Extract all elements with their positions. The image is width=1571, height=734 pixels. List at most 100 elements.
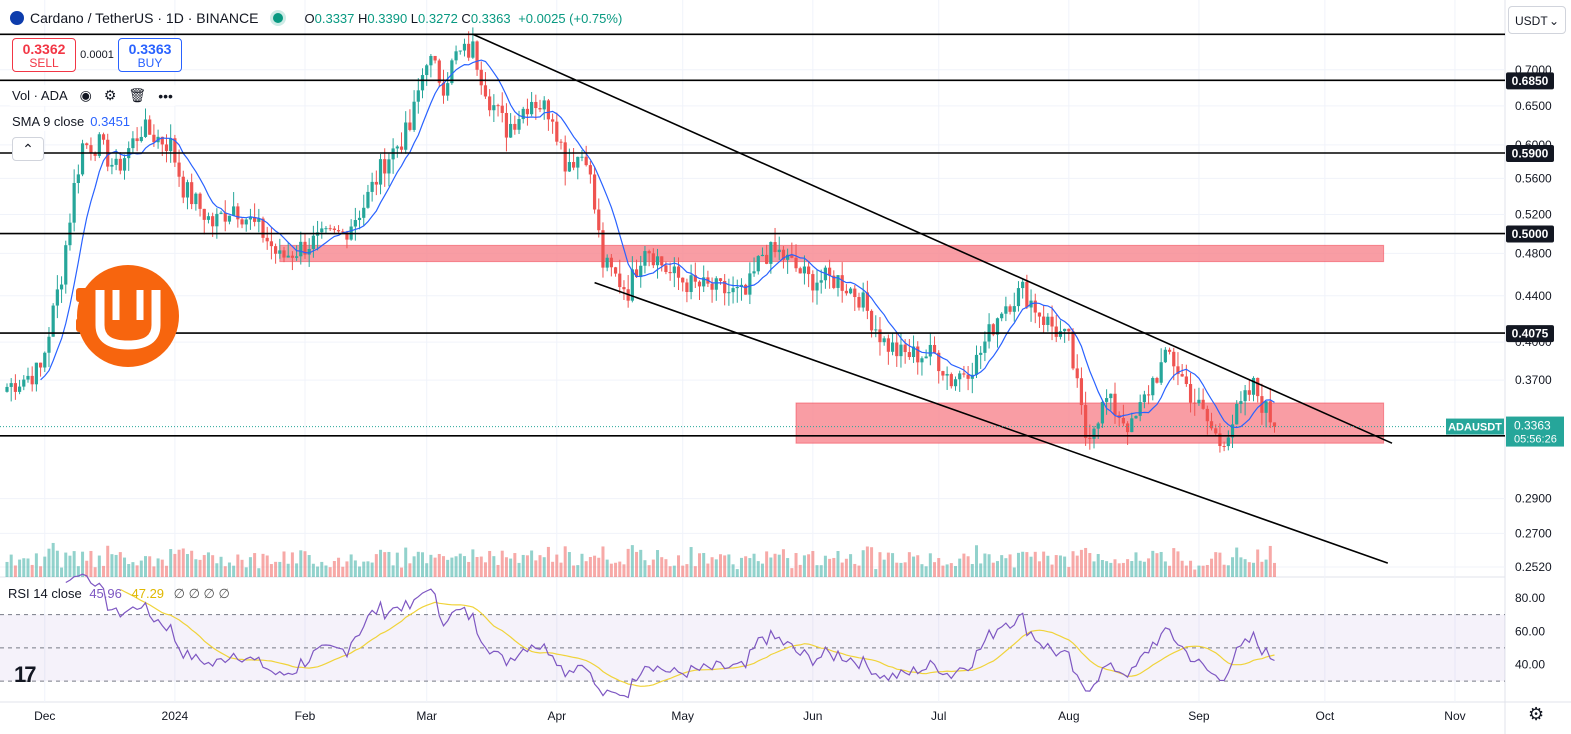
- volume-bar: [664, 559, 668, 577]
- candle-body: [765, 254, 769, 264]
- candle-body: [101, 134, 106, 140]
- trash-icon[interactable]: 🗑: [128, 87, 147, 103]
- candle-body: [769, 242, 773, 264]
- trendline: [472, 33, 1393, 444]
- volume-bar: [1109, 562, 1113, 577]
- candle-body: [1050, 316, 1054, 327]
- volume-bar: [1033, 551, 1037, 577]
- volume-bar: [278, 561, 282, 577]
- candle-body: [194, 193, 198, 205]
- volume-bar: [1214, 552, 1218, 577]
- volume-bar: [223, 566, 227, 577]
- settings-gear-icon[interactable]: ⚙: [1528, 704, 1545, 724]
- volume-bar: [18, 559, 22, 577]
- candle-body: [1100, 401, 1105, 424]
- sell-button[interactable]: 0.3362 SELL: [12, 38, 76, 72]
- settings-icon[interactable]: ⚙: [103, 87, 117, 103]
- currency-select[interactable]: USDT ⌄: [1508, 6, 1566, 34]
- candle-body: [160, 136, 164, 145]
- candle-body: [509, 123, 513, 138]
- candle-body: [865, 292, 869, 311]
- volume-bar: [379, 549, 383, 577]
- candle-body: [17, 386, 22, 392]
- volume-bar: [769, 557, 773, 577]
- volume-bar: [450, 557, 454, 577]
- rsi-indicator-legend[interactable]: RSI 14 close 45.96 47.29 ∅ ∅ ∅ ∅: [8, 586, 230, 601]
- volume-bar: [668, 566, 672, 577]
- volume-bar: [752, 553, 756, 577]
- volume-bar: [895, 562, 899, 577]
- volume-bar: [958, 558, 962, 577]
- collapse-legend-button[interactable]: ⌃: [12, 137, 44, 161]
- candle-body: [1134, 415, 1138, 419]
- volume-bar: [1172, 548, 1176, 577]
- candle-body: [479, 69, 483, 86]
- volume-bar: [248, 557, 252, 577]
- candle-body: [1125, 423, 1130, 433]
- symbol-title[interactable]: Cardano / TetherUS · 1D · BINANCE: [30, 10, 259, 26]
- volume-bar: [156, 558, 160, 577]
- volume-bar: [475, 556, 479, 577]
- volume-bar: [1096, 554, 1100, 577]
- candle-body: [198, 193, 202, 209]
- logo-mark: [95, 290, 161, 350]
- candle-body: [668, 272, 672, 274]
- volume-bar: [1176, 551, 1180, 577]
- buy-button[interactable]: 0.3363 BUY: [118, 38, 182, 72]
- volume-bar: [660, 557, 664, 577]
- volume-bar: [807, 554, 811, 577]
- volume-bar: [542, 557, 546, 577]
- volume-bar: [232, 565, 236, 577]
- rsi-tick-label: 40.00: [1515, 658, 1545, 672]
- eye-icon[interactable]: ◉: [79, 87, 92, 103]
- volume-indicator-legend[interactable]: Vol · ADA ◉ ⚙ 🗑 •••: [8, 85, 177, 106]
- time-tick-label: Apr: [547, 709, 566, 723]
- candle-body: [248, 217, 253, 220]
- candle-body: [483, 85, 488, 97]
- trade-panel: 0.3362 SELL 0.0001 0.3363 BUY: [12, 38, 182, 72]
- candle-body: [1016, 288, 1021, 307]
- volume-bar: [1012, 567, 1016, 577]
- sma-indicator-legend[interactable]: SMA 9 close 0.3451: [8, 112, 135, 131]
- volume-bar: [227, 562, 231, 577]
- volume-bar: [580, 553, 584, 577]
- volume-bar: [68, 555, 72, 577]
- volume-bar: [72, 551, 76, 577]
- candle-body: [1046, 316, 1050, 325]
- candle-body: [714, 278, 718, 290]
- more-icon[interactable]: •••: [158, 87, 173, 104]
- candle-body: [949, 374, 953, 387]
- candle-body: [1230, 424, 1235, 438]
- candle-body: [588, 165, 592, 175]
- countdown-label: 05:56:26: [1514, 434, 1557, 446]
- candle-body: [530, 101, 534, 115]
- candle-body: [576, 156, 580, 168]
- price-tick-label: 0.5600: [1515, 171, 1552, 185]
- volume-bar: [559, 562, 563, 577]
- candle-body: [639, 265, 643, 278]
- candle-body: [311, 235, 315, 250]
- time-tick-label: Oct: [1316, 709, 1335, 723]
- volume-bar: [85, 560, 89, 577]
- volume-bar: [316, 566, 320, 577]
- volume-bar: [454, 556, 458, 577]
- volume-bar: [1235, 547, 1239, 577]
- exchange-logo-watermark: [76, 265, 179, 367]
- candle-body: [30, 375, 34, 385]
- volume-bar: [983, 553, 987, 577]
- candle-body: [408, 122, 412, 130]
- volume-bar: [1105, 561, 1109, 577]
- volume-bar: [64, 552, 68, 577]
- candle-body: [1058, 331, 1063, 337]
- volume-bar: [1058, 555, 1062, 577]
- volume-bar: [781, 549, 785, 577]
- candle-body: [710, 283, 714, 290]
- volume-bar: [366, 561, 370, 577]
- candle-body: [1251, 377, 1256, 395]
- candle-body: [697, 281, 702, 287]
- price-tick-label: 0.2900: [1515, 492, 1552, 506]
- volume-bar: [1075, 555, 1079, 577]
- candle-body: [290, 255, 294, 258]
- volume-bar: [987, 554, 991, 577]
